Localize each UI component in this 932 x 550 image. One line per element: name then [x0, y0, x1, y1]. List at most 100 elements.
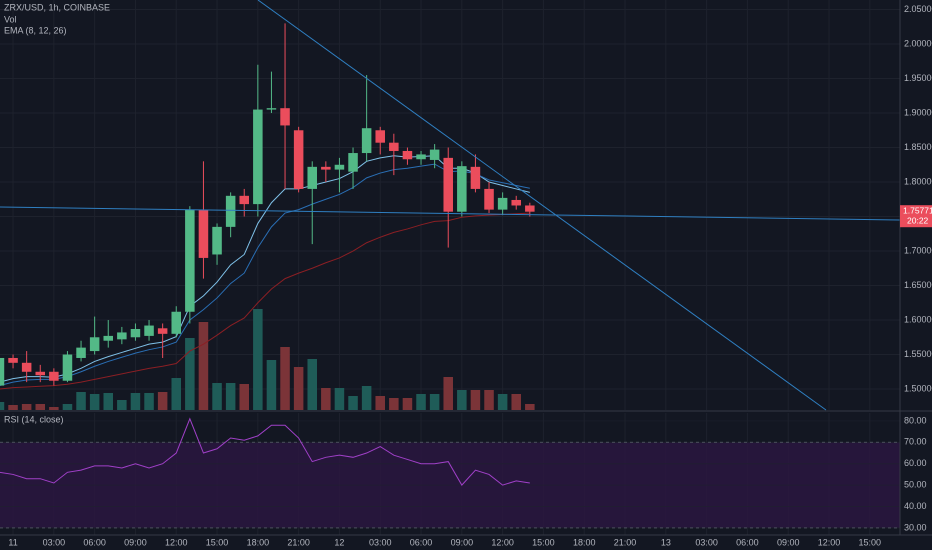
last-price-tag [900, 205, 932, 228]
volume-bar [429, 394, 440, 410]
candle-body [21, 362, 32, 372]
x-tick-label: 06:00 [83, 537, 106, 547]
last-price: 1.757713 [903, 205, 932, 215]
candle-body [35, 371, 46, 376]
volume-bar [457, 390, 467, 410]
y-tick-label: 1.550000 [904, 349, 932, 359]
volume-bar [157, 392, 168, 410]
volume-bar [348, 396, 358, 410]
volume-bar [280, 347, 290, 410]
volume-bar [307, 359, 317, 410]
x-tick-label: 06:00 [736, 537, 759, 547]
volume-bar [225, 383, 236, 410]
volume-bar [89, 394, 100, 410]
trend-line [0, 206, 901, 221]
candle-body [225, 195, 236, 227]
x-tick-label: 12:00 [818, 537, 841, 547]
volume-bar [35, 404, 46, 410]
volume-bar [334, 388, 345, 410]
candle-body [157, 328, 168, 334]
candle-body [266, 108, 277, 110]
ema-line [0, 155, 530, 383]
candle-body [280, 108, 290, 126]
rsi-label: RSI (14, close) [4, 414, 64, 424]
volume-bar [130, 393, 141, 410]
candle-body [321, 166, 331, 170]
volume-bar [253, 309, 263, 410]
x-tick-label: 13 [661, 537, 671, 547]
x-tick-label: 09:00 [777, 537, 800, 547]
volume-bar [8, 405, 18, 410]
y-tick-label: 1.850000 [904, 142, 932, 152]
candle-body [117, 332, 127, 340]
candle-body [144, 325, 154, 336]
candle-body [525, 205, 535, 212]
candle-body [253, 109, 263, 205]
y-tick-label: 1.600000 [904, 314, 932, 324]
x-tick-label: 03:00 [695, 537, 718, 547]
volume-bar [484, 390, 494, 410]
x-tick-label: 12:00 [491, 537, 514, 547]
candle-body [130, 328, 141, 338]
volume-bar [62, 404, 73, 410]
candle-body [497, 197, 508, 210]
x-tick-label: 15:00 [859, 537, 882, 547]
x-tick-label: 21:00 [287, 537, 310, 547]
candle-body [389, 142, 399, 151]
x-tick-label: 09:00 [451, 537, 474, 547]
candle-body [348, 153, 358, 172]
x-tick-label: 03:00 [369, 537, 392, 547]
candle-body [484, 188, 494, 210]
candle-body [49, 371, 59, 381]
volume-bar [171, 378, 182, 410]
candle-body [185, 209, 195, 312]
volume-bar [198, 322, 209, 410]
candle-body [429, 149, 440, 160]
volume-bar [416, 394, 426, 410]
candle-body [511, 199, 521, 206]
candle-body [239, 195, 250, 205]
volume-bar [321, 388, 331, 410]
x-tick-label: 15:00 [206, 537, 229, 547]
volume-bar [497, 394, 508, 410]
volume-label: Vol [4, 14, 17, 24]
volume-bar [117, 400, 127, 410]
x-tick-label: 15:00 [532, 537, 555, 547]
x-tick-label: 21:00 [614, 537, 637, 547]
volume-bar [212, 383, 222, 410]
candle-body [402, 150, 413, 160]
volume-bar [49, 407, 59, 410]
x-tick-label: 12 [334, 537, 344, 547]
candle-body [361, 128, 372, 154]
x-tick-label: 09:00 [124, 537, 147, 547]
candle-body [375, 130, 385, 143]
candle-body [443, 157, 453, 212]
rsi-tick-label: 40.00 [904, 501, 927, 511]
ema-line [0, 163, 530, 386]
candle-body [0, 357, 5, 386]
volume-bar [402, 398, 413, 410]
rsi-tick-label: 30.00 [904, 522, 927, 532]
rsi-line [0, 417, 530, 486]
candle-body [171, 311, 182, 334]
y-tick-label: 1.900000 [904, 107, 932, 117]
y-tick-label: 1.500000 [904, 383, 932, 393]
volume-bar [21, 404, 32, 410]
candle-body [8, 357, 18, 363]
x-tick-label: 18:00 [247, 537, 270, 547]
volume-bar [144, 393, 154, 410]
candle-body [457, 166, 467, 212]
rsi-tick-label: 60.00 [904, 458, 927, 468]
candle-body [103, 335, 114, 341]
rsi-tick-label: 50.00 [904, 480, 927, 490]
volume-bar [0, 402, 5, 410]
volume-bar [375, 396, 385, 410]
rsi-tick-label: 80.00 [904, 415, 927, 425]
y-tick-label: 1.650000 [904, 280, 932, 290]
x-tick-label: 11 [8, 537, 17, 547]
volume-bar [525, 404, 535, 410]
trend-line [257, 0, 827, 411]
y-tick-label: 1.800000 [904, 176, 932, 186]
candle-body [76, 347, 86, 358]
